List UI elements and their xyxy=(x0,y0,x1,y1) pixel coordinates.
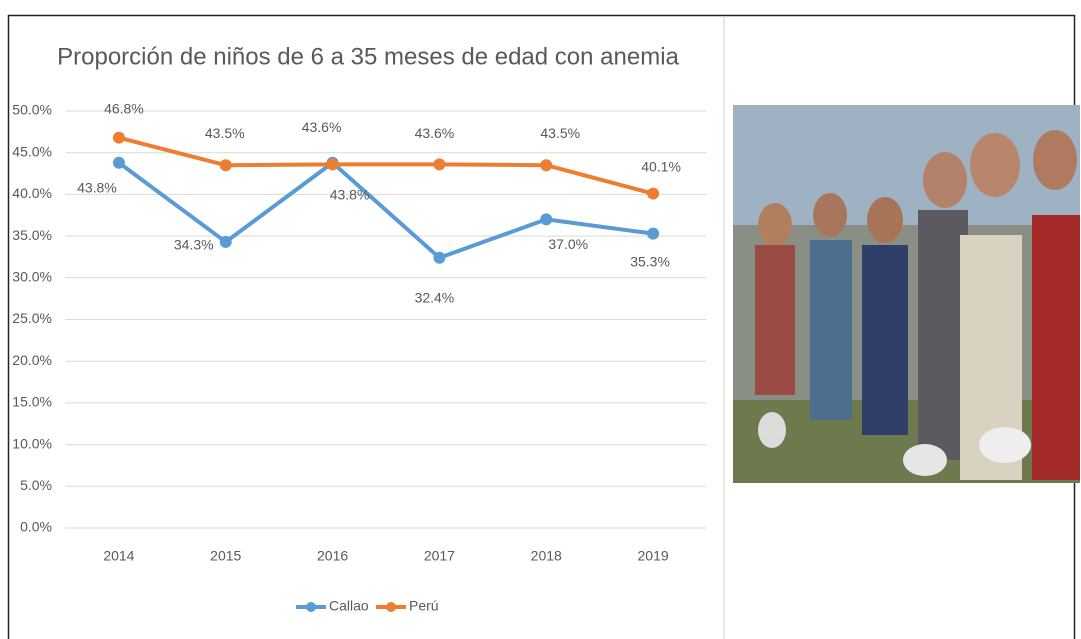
y-tick-label: 25.0% xyxy=(12,310,52,326)
y-tick-label: 10.0% xyxy=(12,435,52,451)
data-label: 43.8% xyxy=(330,186,370,202)
data-point xyxy=(326,158,339,171)
x-tick-label: 2016 xyxy=(317,548,348,564)
y-tick-label: 45.0% xyxy=(12,143,52,159)
photo-figure xyxy=(810,240,852,420)
legend-label: Perú xyxy=(409,598,439,614)
photo-figure xyxy=(970,133,1020,197)
y-tick-label: 35.0% xyxy=(12,227,52,243)
x-tick-label: 2019 xyxy=(638,548,669,564)
series-line xyxy=(117,160,654,260)
chart-title: Proporción de niños de 6 a 35 meses de e… xyxy=(57,43,679,70)
data-point xyxy=(647,187,660,200)
data-label: 46.8% xyxy=(104,100,144,116)
data-label: 32.4% xyxy=(415,289,455,305)
x-tick-label: 2018 xyxy=(531,548,562,564)
photo-figure xyxy=(867,197,903,243)
series-line xyxy=(118,135,654,196)
data-label: 43.6% xyxy=(415,125,455,141)
photo-figure xyxy=(1032,215,1080,480)
photo-figure xyxy=(813,193,847,237)
y-tick-label: 0.0% xyxy=(20,519,52,535)
data-label: 43.5% xyxy=(540,125,580,141)
photo-bowl xyxy=(903,444,947,476)
data-point xyxy=(112,156,125,169)
legend-marker xyxy=(386,602,396,612)
data-point xyxy=(219,159,232,172)
data-label: 35.3% xyxy=(630,253,670,269)
data-point xyxy=(433,158,446,171)
data-label: 43.5% xyxy=(205,125,245,141)
x-tick-label: 2015 xyxy=(210,548,241,564)
data-point xyxy=(433,251,446,264)
data-label: 40.1% xyxy=(641,158,681,174)
x-tick-label: 2014 xyxy=(103,548,134,564)
data-label: 43.8% xyxy=(77,179,117,195)
photo-figure xyxy=(862,245,908,435)
legend-label: Callao xyxy=(329,598,369,614)
photo-figure xyxy=(923,152,967,208)
data-label: 43.6% xyxy=(302,119,342,135)
y-tick-label: 50.0% xyxy=(12,102,52,118)
photo-figure xyxy=(755,245,795,395)
y-tick-label: 15.0% xyxy=(12,394,52,410)
y-tick-label: 20.0% xyxy=(12,352,52,368)
data-label: 37.0% xyxy=(548,236,588,252)
photo-figure xyxy=(918,210,968,460)
photo-figure xyxy=(1033,130,1077,190)
y-tick-label: 30.0% xyxy=(12,269,52,285)
data-point xyxy=(112,131,125,144)
data-point xyxy=(540,213,553,226)
legend-marker xyxy=(306,602,316,612)
y-tick-label: 40.0% xyxy=(12,185,52,201)
photo xyxy=(733,105,1080,483)
x-tick-label: 2017 xyxy=(424,548,455,564)
photo-wall xyxy=(733,105,1080,225)
data-point xyxy=(647,227,660,240)
data-point xyxy=(540,159,553,172)
data-point xyxy=(219,235,232,248)
photo-figure xyxy=(758,203,792,247)
data-label: 34.3% xyxy=(174,237,214,253)
y-tick-label: 5.0% xyxy=(20,477,52,493)
photo-bowl xyxy=(979,427,1031,463)
photo-bowl xyxy=(758,412,786,448)
